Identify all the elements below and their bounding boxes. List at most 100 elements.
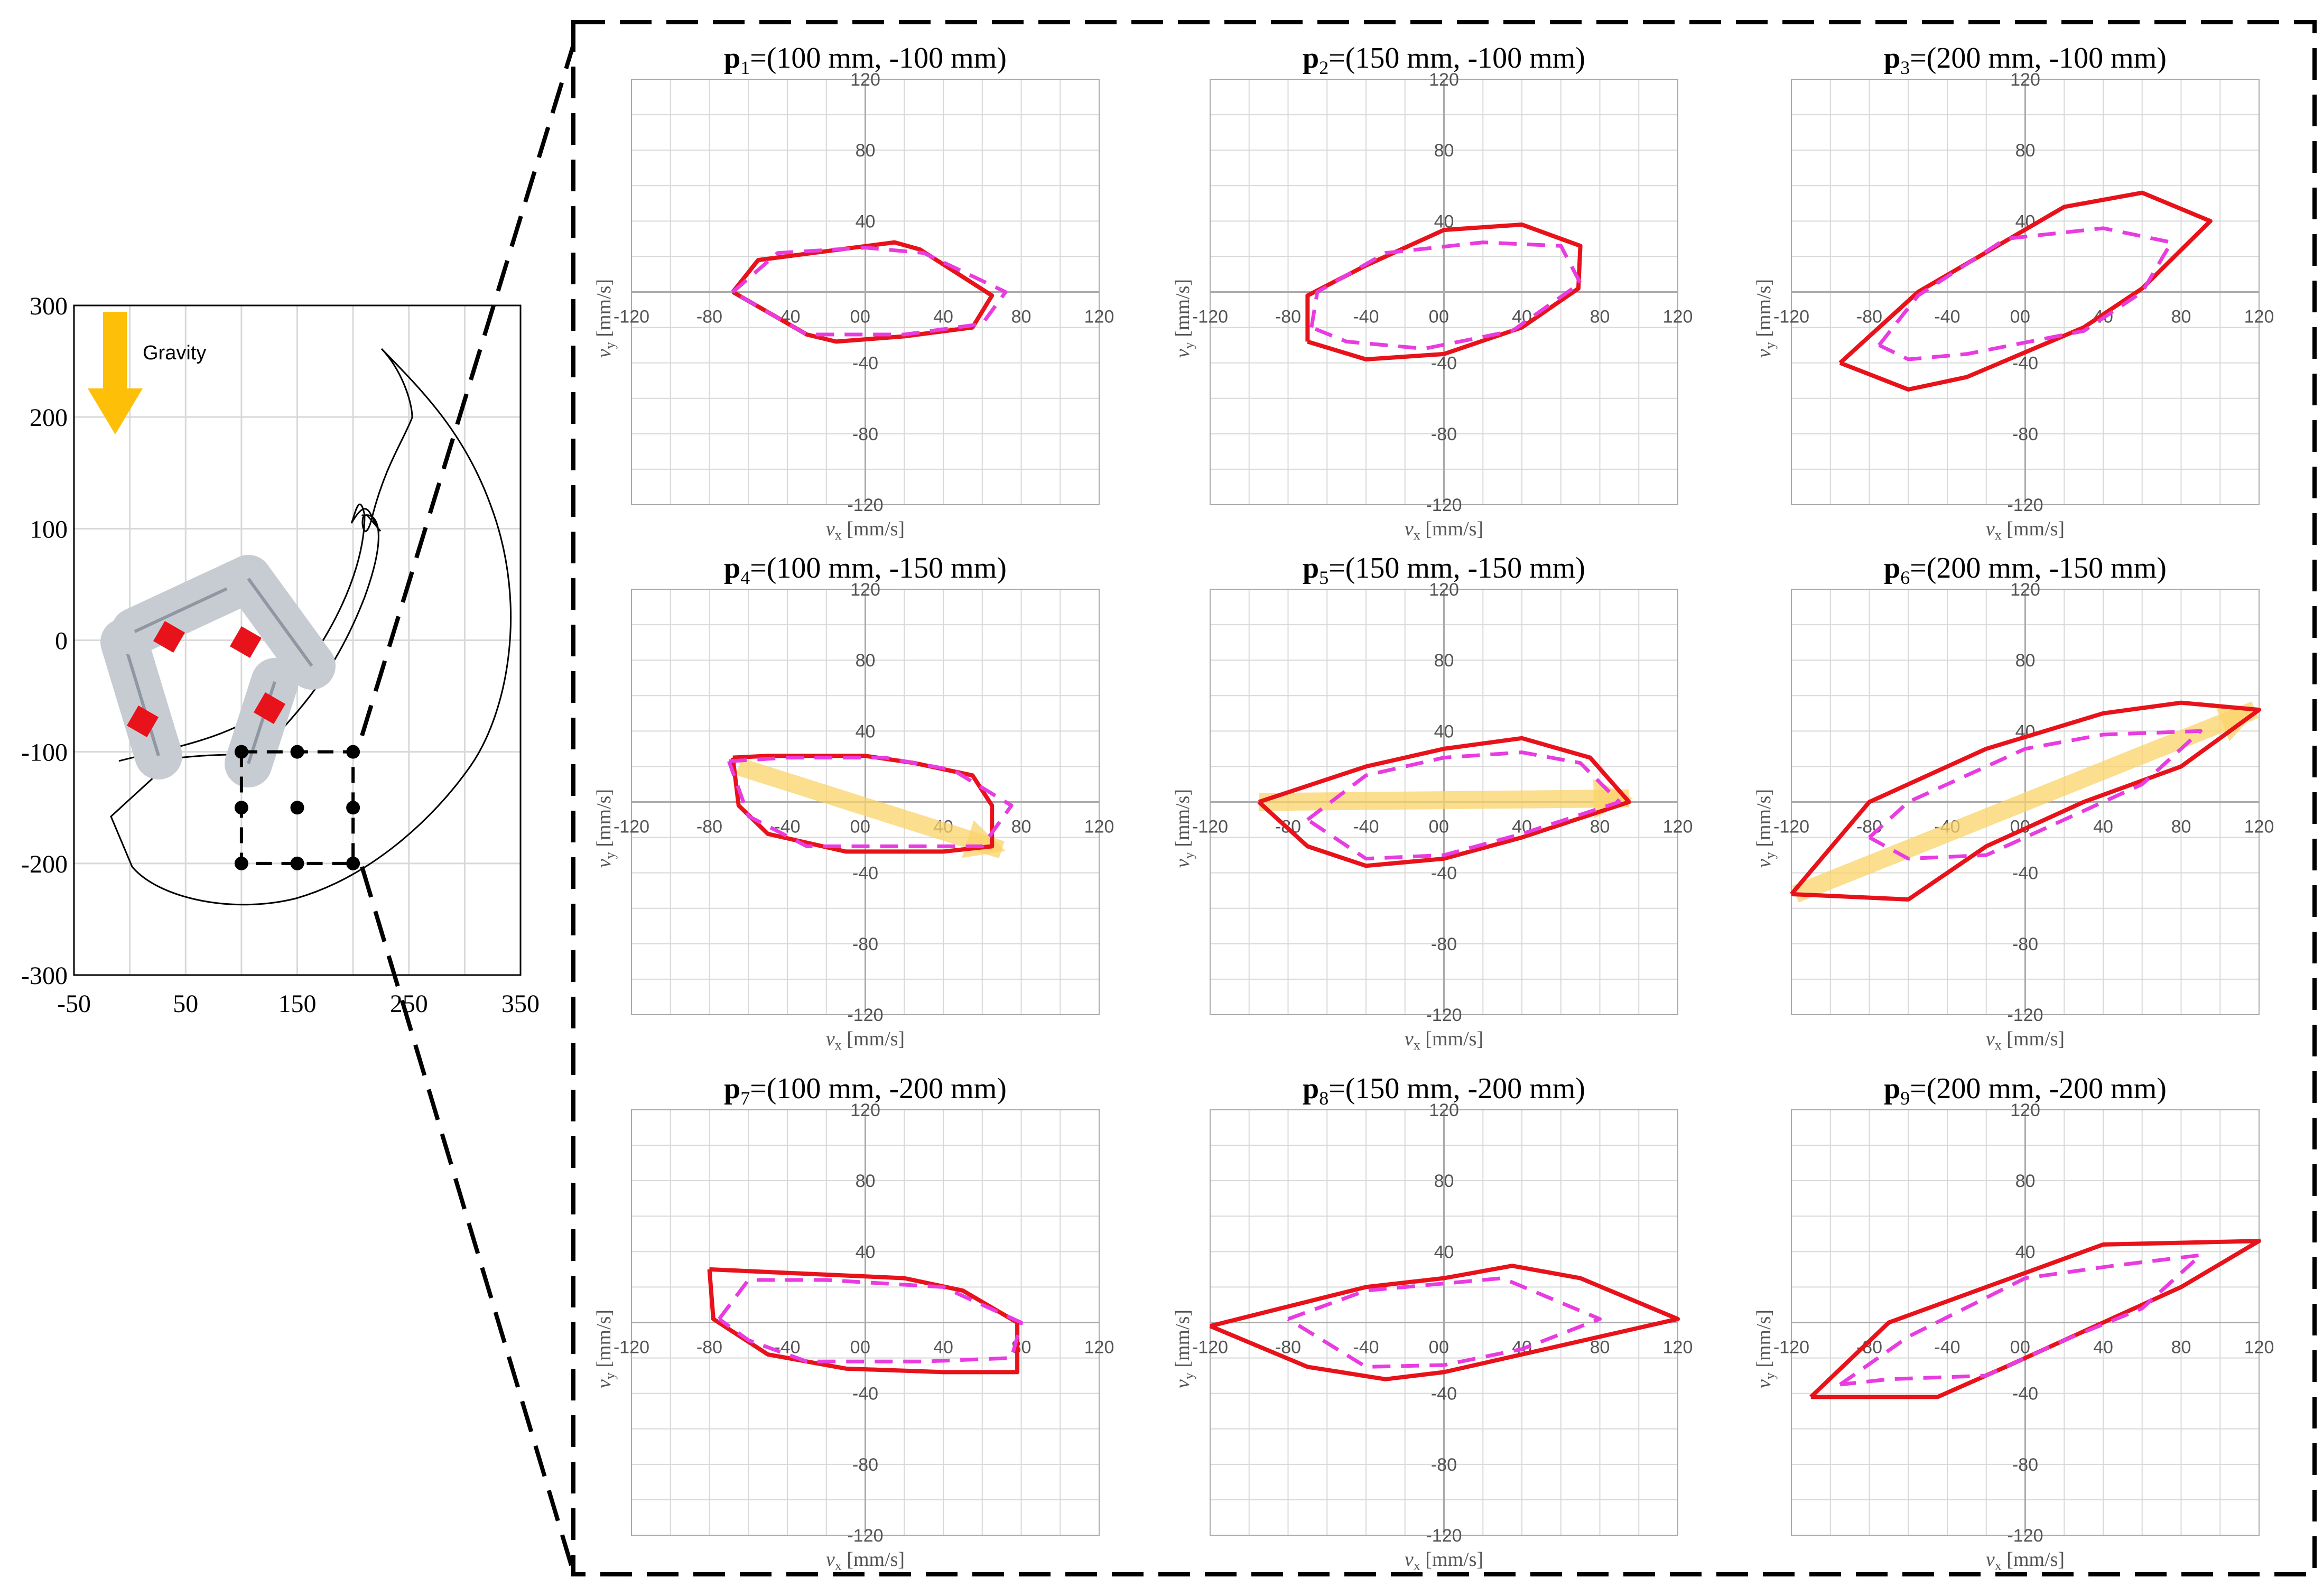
y-axis-label: vy [mm/s] — [1753, 279, 1778, 358]
subplot-title: p9=(200 mm, -200 mm) — [1884, 1072, 2167, 1109]
workspace-ytick-label: 300 — [30, 292, 68, 320]
xtick-label: 80 — [1590, 1338, 1610, 1358]
subplot-grid: -120 -80 -40 0 40 80 120-120-80-4040801200p1=(… — [593, 42, 2274, 1573]
title-point: p — [1884, 552, 1900, 584]
xtick-label: 80 — [1011, 307, 1032, 327]
ytick-label: -120 — [2007, 1005, 2043, 1025]
y-axis-label: vy [mm/s] — [1172, 1310, 1196, 1388]
subplot-p8: -120 -80 -40 0 40 80 120-120-80-4040801200p8=(… — [1172, 1072, 1693, 1573]
title-coordinates: =(100 mm, -200 mm) — [750, 1072, 1007, 1105]
y-axis-sub: y — [602, 852, 618, 859]
y-axis-sub: y — [1181, 342, 1196, 349]
xtick-label: 80 — [2171, 817, 2191, 837]
ytick-label: 40 — [856, 721, 876, 741]
y-axis-var: v — [1172, 859, 1194, 868]
ytick-label: 80 — [1434, 141, 1454, 161]
ytick-label: -40 — [852, 354, 878, 374]
x-axis-unit: [mm/s] — [1420, 1028, 1483, 1050]
origin-label: 0 — [1429, 307, 1439, 327]
xtick-label: 0 — [860, 307, 870, 327]
subplot-title: p5=(150 mm, -150 mm) — [1303, 552, 1585, 588]
velocity-polygon-dashed — [1287, 1276, 1602, 1369]
x-axis-sub: x — [1414, 1558, 1420, 1573]
y-axis-label: vy [mm/s] — [593, 279, 618, 358]
title-point: p — [724, 42, 740, 75]
xtick-label: -120 — [1192, 307, 1228, 327]
xtick-label: -80 — [696, 817, 722, 837]
title-coordinates: =(200 mm, -200 mm) — [1910, 1072, 2167, 1105]
title-coordinates: =(150 mm, -150 mm) — [1328, 552, 1585, 584]
sample-point — [290, 745, 304, 759]
xtick-label: -40 — [1353, 1338, 1379, 1358]
y-axis-var: v — [593, 1379, 615, 1388]
title-subscript: 8 — [1319, 1088, 1328, 1109]
ytick-label: 80 — [856, 1171, 876, 1191]
xtick-label: 120 — [2244, 817, 2274, 837]
y-axis-var: v — [593, 349, 615, 358]
y-axis-sub: y — [1181, 852, 1196, 859]
title-subscript: 4 — [740, 567, 750, 588]
xtick-label: 0 — [1439, 1338, 1449, 1358]
x-axis-label: vx [mm/s] — [826, 518, 905, 543]
direction-arrow — [736, 758, 1006, 859]
ytick-label: -40 — [2012, 1384, 2038, 1404]
workspace-plot: -50 50 150 250 350 300 200 100 0 -100 -200 -300 Grav… — [21, 292, 540, 1018]
xtick-label: 40 — [933, 307, 953, 327]
xtick-label: -120 — [1192, 1338, 1228, 1358]
workspace-ytick-label: 0 — [55, 627, 68, 655]
sample-point — [346, 745, 360, 759]
xtick-label: 80 — [1590, 817, 1610, 837]
zoom-line-bottom — [360, 866, 575, 1573]
workspace-axes-box — [73, 304, 522, 976]
xtick-label: 80 — [2171, 307, 2191, 327]
ytick-label: 80 — [1434, 1171, 1454, 1191]
y-axis-sub: y — [602, 342, 618, 349]
ytick-label: 40 — [856, 211, 876, 231]
x-axis-var: v — [1986, 1548, 1995, 1571]
ytick-label: -120 — [847, 1526, 883, 1546]
direction-arrow — [1792, 701, 2259, 903]
ytick-label: -40 — [852, 864, 878, 884]
workspace-xtick-label: 350 — [501, 990, 540, 1018]
xtick-label: -80 — [1856, 817, 1882, 837]
x-axis-var: v — [1986, 1028, 1995, 1050]
workspace-ytick-label: -200 — [21, 850, 68, 878]
ytick-label: -80 — [1431, 934, 1457, 954]
x-axis-sub: x — [1995, 1558, 2002, 1573]
xtick-label: 120 — [2244, 307, 2274, 327]
xtick-label: -40 — [1934, 307, 1960, 327]
velocity-polygon-dashed — [731, 246, 1008, 337]
title-coordinates: =(200 mm, -100 mm) — [1910, 42, 2167, 75]
x-axis-unit: [mm/s] — [2002, 1028, 2065, 1050]
ytick-label: -120 — [2007, 1526, 2043, 1546]
xtick-label: -40 — [1353, 307, 1379, 327]
xtick-label: -40 — [1934, 1338, 1960, 1358]
ytick-label: 80 — [856, 141, 876, 161]
workspace-xtick-label: -50 — [57, 990, 91, 1018]
y-axis-sub: y — [602, 1372, 618, 1379]
ytick-label: 80 — [2015, 141, 2036, 161]
ytick-label: 40 — [856, 1242, 876, 1262]
origin-label: 0 — [2010, 307, 2020, 327]
title-coordinates: =(150 mm, -100 mm) — [1328, 42, 1585, 75]
x-axis-var: v — [826, 1028, 835, 1050]
xtick-label: 0 — [1439, 817, 1449, 837]
y-axis-var: v — [1753, 859, 1775, 868]
ytick-label: 80 — [2015, 1171, 2036, 1191]
ytick-label: 120 — [2010, 580, 2040, 600]
ytick-label: -40 — [2012, 864, 2038, 884]
y-axis-var: v — [1172, 1379, 1194, 1388]
subplot-p6: -120-80-4004080120-120-80-4040801200p6=(… — [1753, 552, 2274, 1053]
ytick-label: 80 — [1434, 651, 1454, 671]
ytick-label: 120 — [850, 70, 880, 90]
subplot-p9: -120 -80 -40 0 40 80 120-120-80-4040801200p9=(… — [1753, 1072, 2274, 1573]
x-axis-unit: [mm/s] — [842, 1028, 905, 1050]
xtick-label: -80 — [696, 1338, 722, 1358]
x-axis-unit: [mm/s] — [1420, 518, 1483, 540]
xtick-label: 0 — [2020, 307, 2030, 327]
x-axis-sub: x — [835, 1037, 842, 1053]
origin-label: 0 — [850, 817, 860, 837]
x-axis-sub: x — [1414, 1037, 1420, 1053]
title-coordinates: =(200 mm, -150 mm) — [1910, 552, 2167, 584]
